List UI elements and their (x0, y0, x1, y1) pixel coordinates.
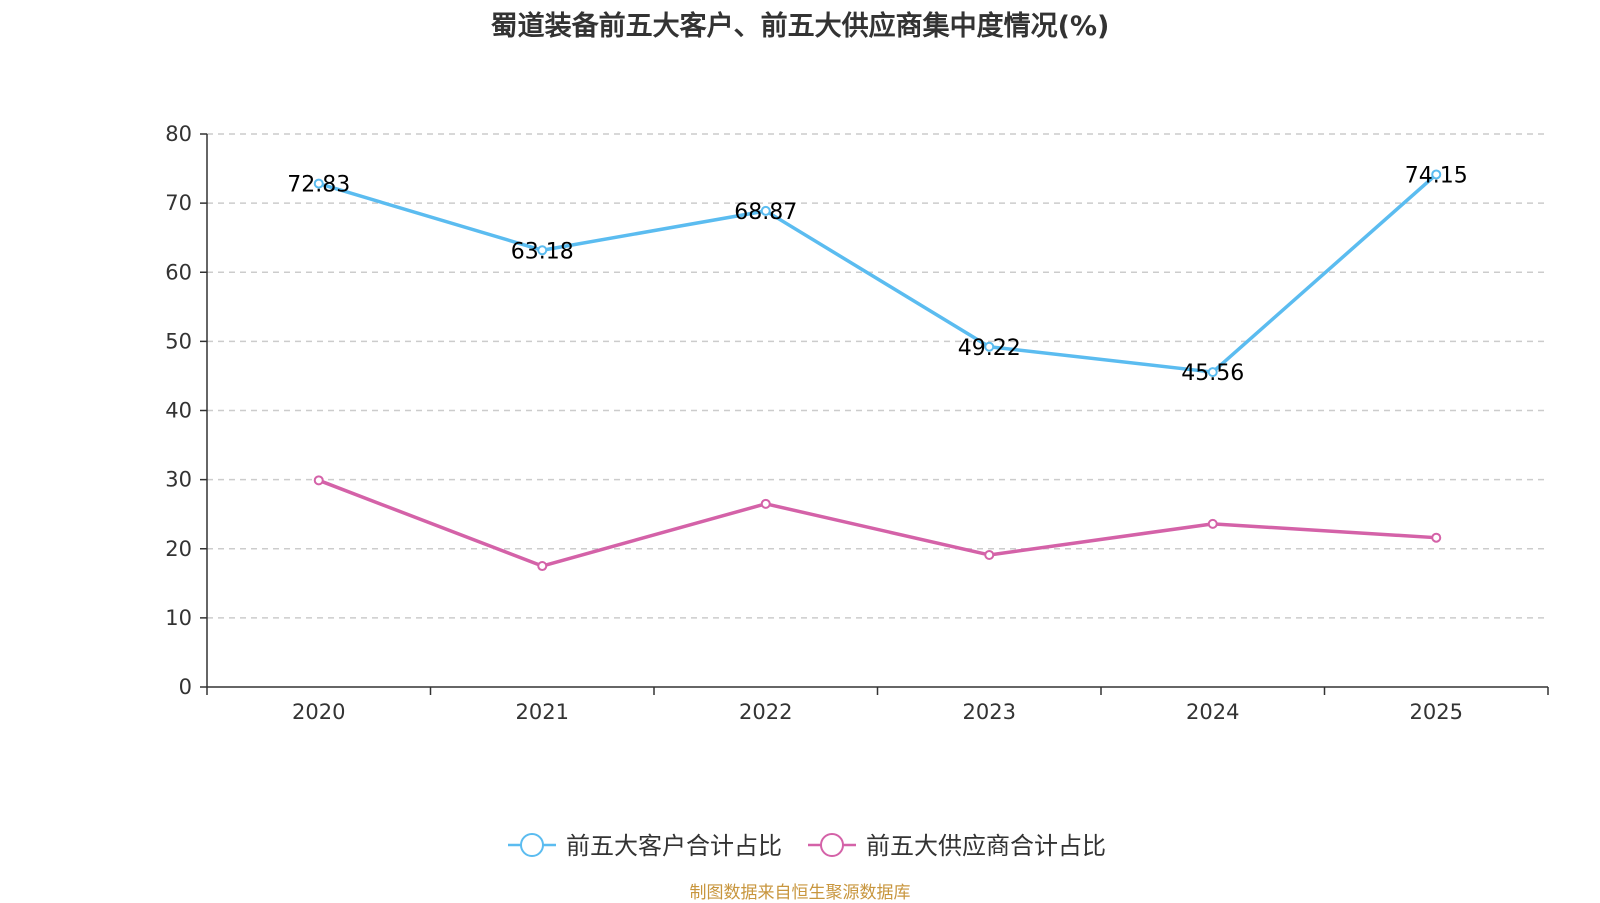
x-tick-label: 2025 (1410, 700, 1463, 724)
y-tick-label: 70 (165, 191, 192, 215)
series-line-1 (318, 173, 1438, 374)
x-tick-label: 2022 (739, 700, 792, 724)
y-tick-label: 30 (165, 468, 192, 492)
y-tick-label: 60 (165, 260, 192, 284)
y-tick-label: 10 (165, 606, 192, 630)
legend-label: 前五大客户合计占比 (566, 832, 782, 860)
y-tick-label: 80 (165, 122, 192, 146)
data-point (1431, 169, 1442, 180)
data-point (1207, 367, 1218, 378)
x-tick-label: 2023 (963, 700, 1016, 724)
x-tick-label: 2021 (516, 700, 569, 724)
y-tick-label: 40 (165, 399, 192, 423)
legend: 前五大客户合计占比 前五大供应商合计占比 (508, 832, 1106, 860)
data-label: 72.83 (287, 173, 350, 198)
y-tick-label: 50 (165, 329, 192, 353)
data-point (984, 341, 995, 352)
chart-title: 蜀道装备前五大客户、前五大供应商集中度情况(%) (490, 11, 1110, 42)
data-point (537, 245, 548, 256)
y-tick-label: 0 (179, 675, 192, 699)
data-label: 45.56 (1181, 361, 1244, 386)
series-layer (313, 169, 1442, 572)
data-label-layer: 72.83 63.18 68.87 49.22 45.56 74.15 (287, 163, 1467, 386)
grid-layer (207, 133, 1548, 619)
data-label: 68.87 (734, 200, 797, 225)
data-label: 74.15 (1405, 163, 1468, 188)
data-point (760, 205, 771, 216)
data-point (313, 475, 324, 486)
x-tick-label: 2024 (1186, 700, 1239, 724)
data-point (1207, 518, 1218, 529)
axis-layer: 0 10 20 30 40 50 60 70 80 2020 2021 2022 2023 2024 202… (165, 122, 1549, 724)
legend-label: 前五大供应商合计占比 (866, 832, 1106, 860)
data-point (313, 178, 324, 189)
y-tick-label: 20 (165, 537, 192, 561)
data-point (1431, 532, 1442, 543)
data-label: 49.22 (958, 336, 1021, 361)
data-point (537, 561, 548, 572)
x-tick-label: 2020 (292, 700, 345, 724)
legend-marker (820, 833, 844, 857)
data-point (984, 549, 995, 560)
legend-marker (520, 833, 544, 857)
data-label: 63.18 (511, 239, 574, 264)
source-note: 制图数据来自恒生聚源数据库 (689, 883, 911, 903)
series-line-2 (318, 478, 1437, 568)
data-point (760, 498, 771, 509)
